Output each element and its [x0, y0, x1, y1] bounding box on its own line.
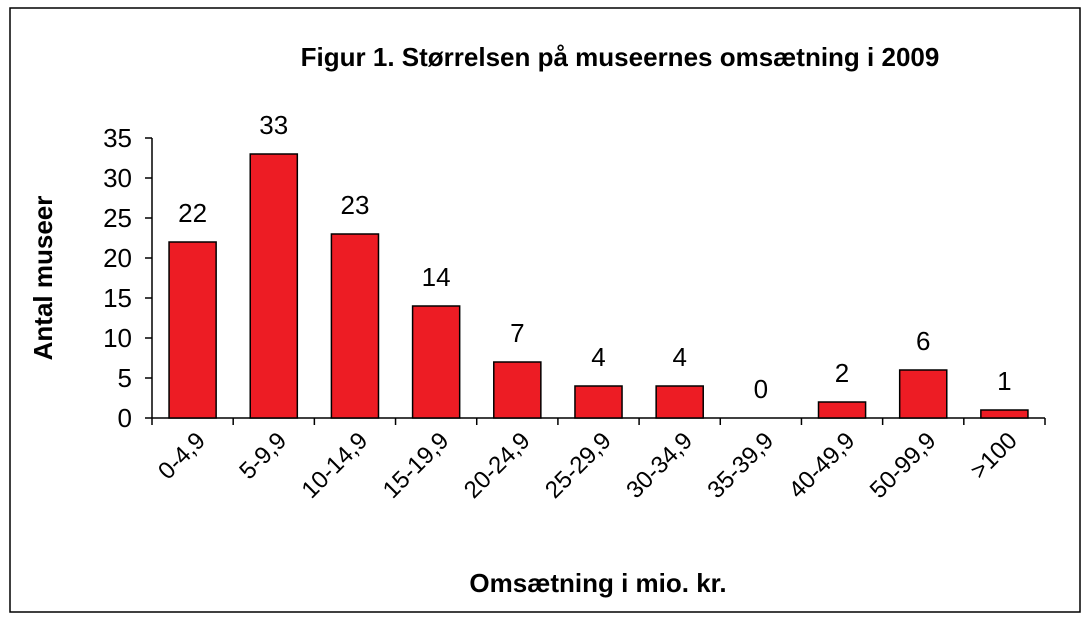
data-label: 22: [178, 198, 207, 228]
bar: [817, 401, 867, 419]
data-label: 0: [754, 374, 768, 404]
bar: [574, 385, 623, 419]
data-label: 1: [997, 366, 1011, 396]
bar: [493, 361, 542, 419]
x-axis-label: Omsætning i mio. kr.: [469, 568, 726, 598]
bar: [249, 153, 299, 419]
y-tick-label: 20: [103, 243, 132, 273]
chart-title: Figur 1. Størrelsen på museernes omsætni…: [301, 42, 940, 72]
bar: [898, 369, 948, 419]
bar: [655, 385, 704, 419]
bar: [330, 233, 380, 419]
y-axis-label: Antal museer: [28, 196, 58, 361]
y-tick-label: 15: [103, 283, 132, 313]
y-tick-label: 25: [103, 203, 132, 233]
data-label: 23: [340, 190, 369, 220]
bar: [980, 409, 1029, 419]
data-label: 4: [672, 342, 686, 372]
data-label: 6: [916, 326, 930, 356]
data-label: 4: [591, 342, 605, 372]
y-tick-label: 35: [103, 123, 132, 153]
data-label: 2: [835, 358, 849, 388]
y-tick-label: 5: [118, 363, 132, 393]
bar: [168, 241, 217, 419]
y-tick-label: 0: [118, 403, 132, 433]
data-label: 7: [510, 318, 524, 348]
data-label: 14: [422, 262, 451, 292]
bar: [411, 305, 461, 419]
y-tick-label: 30: [103, 163, 132, 193]
y-tick-label: 10: [103, 323, 132, 353]
data-label: 33: [259, 110, 288, 140]
